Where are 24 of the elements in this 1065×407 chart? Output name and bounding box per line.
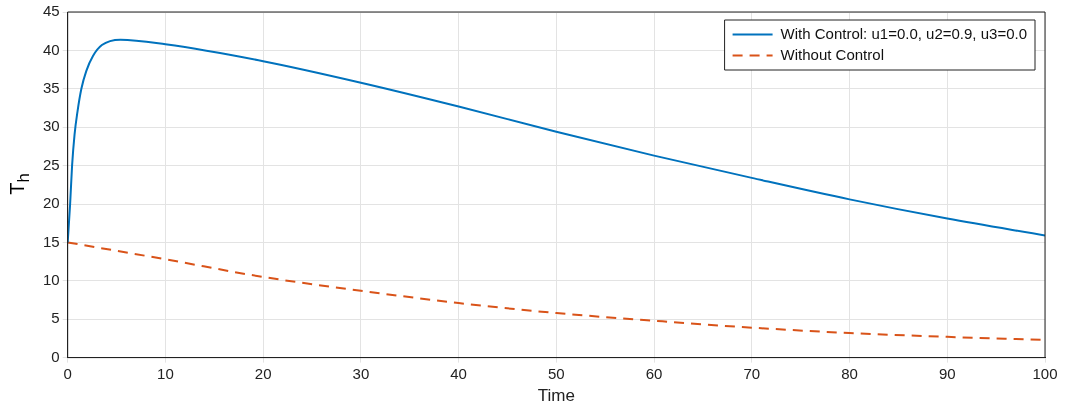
y-tick-label: 45	[43, 2, 60, 20]
x-tick-label: 50	[548, 364, 565, 382]
x-tick-label: 60	[645, 364, 663, 382]
x-tick-label: 80	[841, 364, 858, 382]
x-tick-label: 40	[450, 364, 467, 382]
y-tick-label: 15	[43, 232, 60, 250]
x-tick-label: 10	[157, 364, 174, 382]
y-tick-label: 10	[43, 270, 60, 288]
x-tick-label: 100	[1032, 364, 1058, 382]
y-tick-label: 30	[43, 117, 60, 135]
legend-label: Without Control	[780, 45, 884, 63]
x-axis-title: Time	[537, 386, 575, 406]
x-tick-label: 70	[743, 364, 761, 382]
legend-label: With Control: u1=0.0, u2=0.9, u3=0.0	[780, 24, 1028, 42]
y-tick-label: 20	[43, 194, 60, 212]
y-tick-label: 0	[51, 347, 60, 365]
y-tick-label: 35	[43, 78, 60, 96]
x-tick-label: 30	[352, 364, 370, 382]
x-tick-label: 0	[63, 364, 72, 382]
y-tick-label: 25	[43, 155, 60, 173]
x-tick-label: 20	[254, 364, 272, 382]
y-tick-label: 5	[51, 309, 60, 327]
x-tick-label: 90	[938, 364, 956, 382]
y-tick-label: 40	[43, 40, 60, 58]
